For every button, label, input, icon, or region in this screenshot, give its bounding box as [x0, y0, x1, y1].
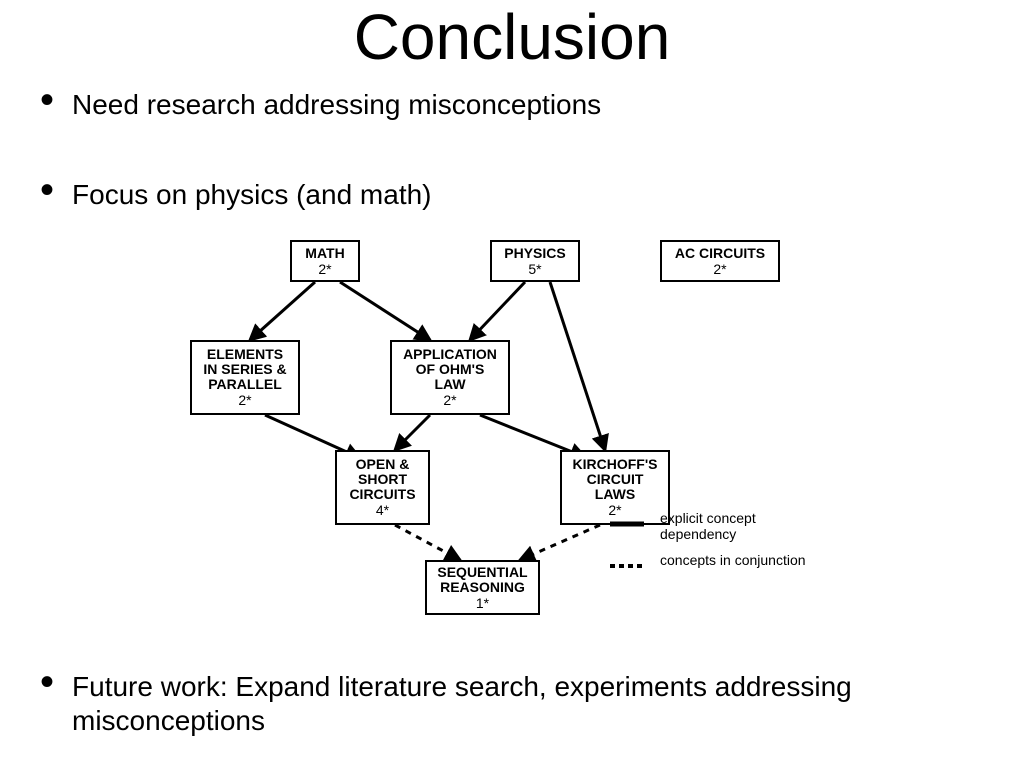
node-ohms: APPLICATIONOF OHM'SLAW2* — [390, 340, 510, 415]
node-ac-sub: 2* — [713, 261, 726, 277]
bullet-dot-icon: • — [40, 84, 54, 116]
concept-diagram: MATH2*PHYSICS5*AC CIRCUITS2*ELEMENTSIN S… — [170, 240, 870, 620]
node-seq-sub: 1* — [476, 595, 489, 611]
node-physics: PHYSICS5* — [490, 240, 580, 282]
node-kirch-title: KIRCHOFF'SCIRCUITLAWS — [573, 457, 658, 502]
node-seq-title: SEQUENTIALREASONING — [437, 565, 527, 595]
node-seq: SEQUENTIALREASONING1* — [425, 560, 540, 615]
edge-ohms-open — [395, 415, 430, 450]
bullet-1-text: Need research addressing misconceptions — [72, 88, 601, 122]
bullet-dot-icon: • — [40, 666, 54, 698]
node-ac: AC CIRCUITS2* — [660, 240, 780, 282]
bullet-2-text: Focus on physics (and math) — [72, 178, 432, 212]
node-kirch: KIRCHOFF'SCIRCUITLAWS2* — [560, 450, 670, 525]
node-math: MATH2* — [290, 240, 360, 282]
node-math-title: MATH — [305, 246, 344, 261]
bullet-3: • Future work: Expand literature search,… — [40, 670, 960, 738]
node-open-title: OPEN &SHORTCIRCUITS — [349, 457, 415, 502]
bullet-2: • Focus on physics (and math) — [40, 178, 432, 212]
node-math-sub: 2* — [318, 261, 331, 277]
legend-solid-label: explicit concept dependency — [660, 510, 810, 542]
edge-open-seq — [395, 525, 460, 560]
node-elements-sub: 2* — [238, 392, 251, 408]
node-physics-sub: 5* — [528, 261, 541, 277]
edge-math-elements — [250, 282, 315, 340]
bullet-3-text: Future work: Expand literature search, e… — [72, 670, 960, 738]
node-kirch-sub: 2* — [608, 502, 621, 518]
node-ac-title: AC CIRCUITS — [675, 246, 765, 261]
node-ohms-title: APPLICATIONOF OHM'SLAW — [403, 347, 497, 392]
edge-physics-ohms — [470, 282, 525, 340]
node-physics-title: PHYSICS — [504, 246, 565, 261]
bullet-dot-icon: • — [40, 174, 54, 206]
legend-dashed-line-icon — [610, 560, 646, 572]
legend-solid-line-icon — [610, 518, 646, 530]
bullet-1: • Need research addressing misconception… — [40, 88, 601, 122]
node-elements-title: ELEMENTSIN SERIES &PARALLEL — [203, 347, 286, 392]
node-elements: ELEMENTSIN SERIES &PARALLEL2* — [190, 340, 300, 415]
legend-dashed-label: concepts in conjunction — [660, 552, 810, 568]
node-ohms-sub: 2* — [443, 392, 456, 408]
slide-title: Conclusion — [0, 0, 1024, 74]
node-open: OPEN &SHORTCIRCUITS4* — [335, 450, 430, 525]
edge-physics-kirch — [550, 282, 605, 450]
edge-kirch-seq — [520, 525, 600, 560]
edge-math-ohms — [340, 282, 430, 340]
node-open-sub: 4* — [376, 502, 389, 518]
